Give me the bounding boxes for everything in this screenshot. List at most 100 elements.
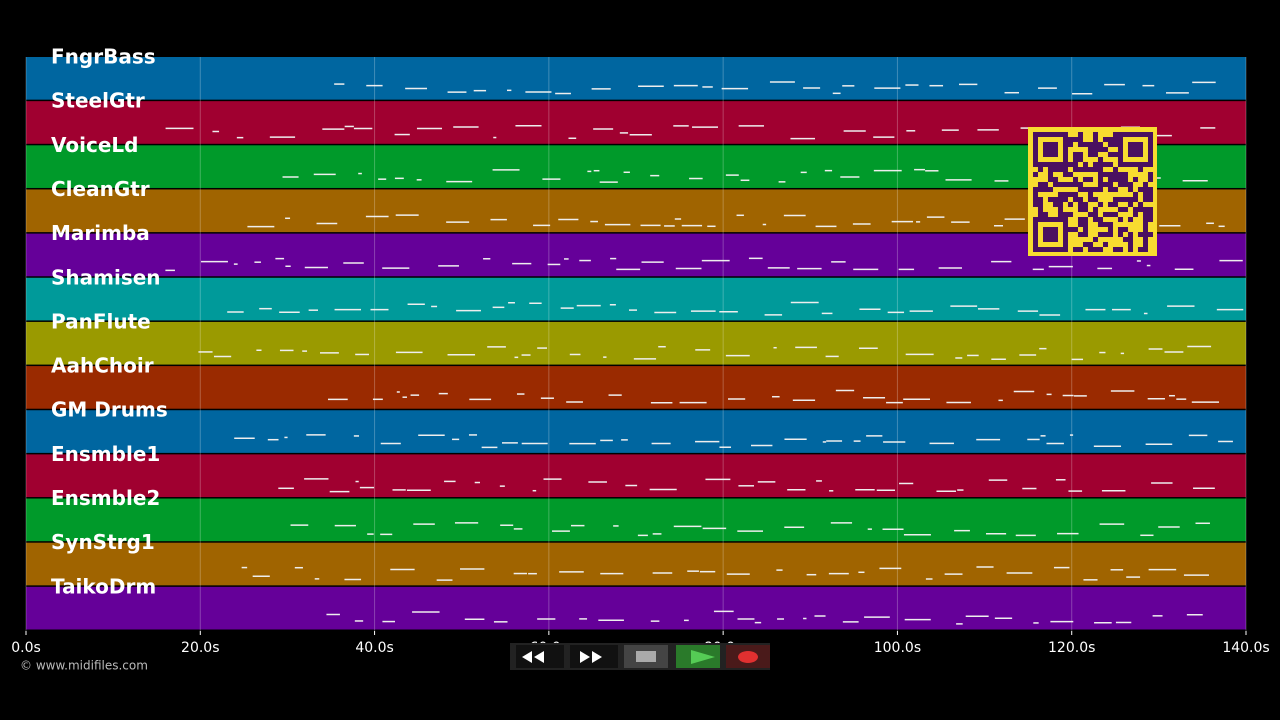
qr-cell bbox=[1098, 217, 1103, 222]
qr-cell bbox=[1083, 242, 1088, 247]
qr-cell bbox=[1098, 202, 1103, 207]
qr-cell bbox=[1098, 247, 1103, 252]
track-label: CleanGtr bbox=[51, 177, 150, 201]
qr-cell bbox=[1033, 187, 1038, 192]
record-button[interactable] bbox=[726, 645, 770, 668]
qr-cell bbox=[1098, 142, 1103, 147]
qr-cell bbox=[1148, 232, 1153, 237]
qr-cell bbox=[1123, 177, 1128, 182]
track-lane bbox=[26, 57, 1246, 100]
qr-cell bbox=[1108, 172, 1113, 177]
qr-cell bbox=[1088, 187, 1093, 192]
qr-cell bbox=[1108, 177, 1113, 182]
stop-button[interactable] bbox=[624, 645, 668, 668]
qr-cell bbox=[1048, 197, 1053, 202]
x-tick-label: 0.0s bbox=[11, 640, 41, 656]
qr-cell bbox=[1138, 167, 1143, 172]
qr-code bbox=[1028, 127, 1157, 256]
qr-cell bbox=[1128, 237, 1133, 242]
x-tick-label: 100.0s bbox=[874, 640, 921, 656]
qr-cell bbox=[1078, 207, 1083, 212]
qr-cell bbox=[1088, 147, 1093, 152]
qr-cell bbox=[1078, 197, 1083, 202]
qr-cell bbox=[1148, 172, 1153, 177]
qr-cell bbox=[1108, 182, 1113, 187]
qr-cell bbox=[1058, 192, 1063, 197]
track-label: VoiceLd bbox=[51, 133, 138, 157]
qr-cell bbox=[1138, 202, 1143, 207]
qr-cell bbox=[1053, 202, 1058, 207]
qr-cell bbox=[1093, 137, 1098, 142]
track-label: SteelGtr bbox=[51, 89, 145, 113]
qr-cell bbox=[1113, 172, 1118, 177]
qr-cell bbox=[1103, 212, 1108, 217]
qr-finder bbox=[1033, 132, 1068, 167]
forward-button[interactable] bbox=[570, 645, 618, 668]
qr-cell bbox=[1083, 177, 1088, 182]
qr-cell bbox=[1138, 232, 1143, 237]
qr-cell bbox=[1108, 152, 1113, 157]
qr-cell bbox=[1098, 147, 1103, 152]
qr-cell bbox=[1083, 207, 1088, 212]
qr-cell bbox=[1063, 212, 1068, 217]
qr-cell bbox=[1088, 192, 1093, 197]
qr-cell bbox=[1053, 182, 1058, 187]
qr-cell bbox=[1033, 172, 1038, 177]
qr-cell bbox=[1128, 187, 1133, 192]
qr-cell bbox=[1078, 167, 1083, 172]
qr-cell bbox=[1078, 222, 1083, 227]
qr-cell bbox=[1073, 167, 1078, 172]
track-label: Ensmble2 bbox=[51, 486, 160, 510]
qr-cell bbox=[1133, 207, 1138, 212]
qr-cell bbox=[1088, 247, 1093, 252]
record-icon bbox=[738, 651, 758, 663]
qr-cell bbox=[1078, 217, 1083, 222]
qr-cell bbox=[1108, 222, 1113, 227]
qr-cell bbox=[1078, 137, 1083, 142]
qr-cell bbox=[1053, 167, 1058, 172]
rewind-icon bbox=[522, 651, 544, 663]
qr-cell bbox=[1088, 197, 1093, 202]
qr-cell bbox=[1103, 222, 1108, 227]
qr-cell bbox=[1143, 207, 1148, 212]
qr-cell bbox=[1038, 182, 1043, 187]
qr-cell bbox=[1123, 197, 1128, 202]
x-tick-label: 120.0s bbox=[1048, 640, 1095, 656]
qr-cell bbox=[1143, 197, 1148, 202]
qr-cell bbox=[1143, 247, 1148, 252]
qr-cell bbox=[1098, 187, 1103, 192]
qr-cell bbox=[1113, 247, 1118, 252]
qr-cell bbox=[1048, 177, 1053, 182]
qr-cell bbox=[1143, 182, 1148, 187]
qr-cell bbox=[1078, 142, 1083, 147]
rewind-button[interactable] bbox=[516, 645, 564, 668]
qr-cell bbox=[1078, 152, 1083, 157]
qr-cell bbox=[1108, 137, 1113, 142]
qr-cell bbox=[1083, 142, 1088, 147]
qr-cell bbox=[1133, 177, 1138, 182]
qr-cell bbox=[1068, 212, 1073, 217]
qr-cell bbox=[1093, 207, 1098, 212]
qr-cell bbox=[1103, 162, 1108, 167]
qr-cell bbox=[1083, 167, 1088, 172]
qr-cell bbox=[1088, 167, 1093, 172]
track-label: AahChoir bbox=[51, 354, 154, 378]
qr-cell bbox=[1108, 232, 1113, 237]
qr-cell bbox=[1113, 212, 1118, 217]
qr-cell bbox=[1108, 212, 1113, 217]
play-button[interactable] bbox=[676, 645, 720, 668]
qr-cell bbox=[1103, 172, 1108, 177]
qr-cell bbox=[1128, 247, 1133, 252]
qr-cell bbox=[1098, 162, 1103, 167]
qr-cell bbox=[1128, 197, 1133, 202]
qr-cell bbox=[1143, 187, 1148, 192]
track-label: FngrBass bbox=[51, 45, 156, 69]
qr-cell bbox=[1053, 177, 1058, 182]
qr-cell bbox=[1098, 167, 1103, 172]
qr-cell bbox=[1113, 137, 1118, 142]
play-icon bbox=[691, 650, 715, 664]
qr-cell bbox=[1118, 197, 1123, 202]
qr-cell bbox=[1113, 202, 1118, 207]
qr-cell bbox=[1148, 212, 1153, 217]
